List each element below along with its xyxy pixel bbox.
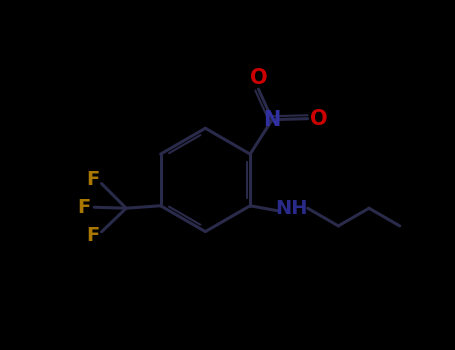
Text: F: F bbox=[78, 198, 91, 217]
Text: NH: NH bbox=[276, 199, 308, 218]
Text: O: O bbox=[310, 108, 327, 129]
Text: O: O bbox=[250, 68, 267, 88]
Text: F: F bbox=[86, 226, 99, 245]
Text: N: N bbox=[263, 110, 281, 130]
Text: F: F bbox=[86, 170, 99, 189]
